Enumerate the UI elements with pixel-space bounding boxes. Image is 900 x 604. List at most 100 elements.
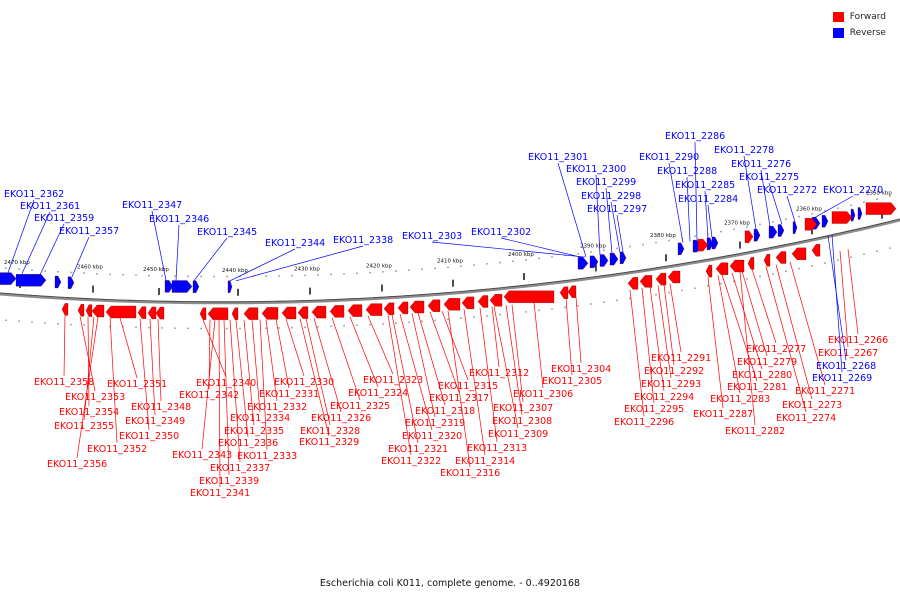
gene-arrow bbox=[281, 306, 297, 320]
gene-arrow bbox=[503, 290, 555, 303]
gene-label: EKO11_2324 bbox=[348, 388, 408, 399]
gene-label: EKO11_2316 bbox=[440, 468, 500, 479]
gene-leader-line bbox=[751, 269, 777, 344]
gene-leader-line bbox=[505, 305, 523, 416]
gene-arrow bbox=[599, 254, 609, 267]
gene-leader-line bbox=[285, 318, 305, 377]
gene-label: EKO11_2344 bbox=[265, 238, 325, 249]
gene-arrow bbox=[677, 242, 685, 255]
gene-arrow bbox=[627, 277, 639, 290]
gene-leader-line bbox=[595, 174, 601, 256]
gene-arrow bbox=[655, 272, 667, 286]
gene-arrow bbox=[706, 237, 714, 251]
genome-backbone bbox=[0, 218, 900, 305]
gene-leader-line bbox=[731, 272, 763, 370]
gene-leader-line bbox=[511, 304, 524, 403]
gene-leader-line bbox=[229, 248, 296, 282]
scale-tick-label: 2470 kbp bbox=[4, 260, 30, 266]
gene-arrow bbox=[639, 275, 653, 288]
gene-arrow bbox=[243, 307, 259, 320]
gene-label: EKO11_2355 bbox=[54, 421, 114, 432]
gene-label: EKO11_2320 bbox=[402, 431, 462, 442]
gene-label: EKO11_2301 bbox=[528, 152, 588, 163]
gene-leader-line bbox=[229, 319, 241, 463]
gene-leader-line bbox=[565, 298, 573, 376]
gene-leader-line bbox=[786, 195, 796, 222]
gene-arrow bbox=[261, 307, 279, 320]
gene-leader-line bbox=[39, 223, 65, 276]
gene-leader-line bbox=[641, 287, 655, 404]
gene-arrow bbox=[791, 247, 807, 260]
gene-arrow bbox=[297, 306, 309, 319]
gene-leader-line bbox=[149, 318, 156, 416]
scale-tick-label: 2400 kbp bbox=[508, 252, 534, 258]
gene-label: EKO11_2274 bbox=[776, 413, 836, 424]
gene-label: EKO11_2285 bbox=[675, 180, 735, 191]
gene-label: EKO11_2312 bbox=[469, 368, 529, 379]
gene-arrow bbox=[865, 202, 897, 215]
map-caption: Escherichia coli K011, complete genome. … bbox=[319, 578, 581, 589]
gene-label: EKO11_2354 bbox=[59, 407, 119, 418]
gene-label: EKO11_2281 bbox=[727, 382, 787, 393]
gene-label: EKO11_2306 bbox=[513, 389, 573, 400]
gene-leader-line bbox=[463, 309, 486, 456]
gene-arrow bbox=[811, 244, 821, 257]
gene-leader-line bbox=[7, 199, 35, 273]
scale-tick-label: 2440 kbp bbox=[222, 268, 248, 274]
gene-leader-line bbox=[151, 210, 167, 281]
gene-leader-line bbox=[616, 214, 624, 252]
gene-arrow bbox=[831, 211, 853, 224]
scale-tick-label: 2350 kbp bbox=[866, 191, 892, 197]
gene-label: EKO11_2287 bbox=[693, 409, 753, 420]
gene-label: EKO11_2337 bbox=[210, 463, 270, 474]
gene-leader-line bbox=[827, 235, 847, 361]
gene-arrow bbox=[744, 230, 754, 243]
gene-label: EKO11_2290 bbox=[639, 152, 699, 163]
gene-leader-line bbox=[704, 190, 709, 239]
gene-arrow bbox=[577, 257, 589, 270]
gene-leader-line bbox=[21, 211, 51, 274]
gene-leader-line bbox=[157, 319, 162, 402]
gene-arrow bbox=[105, 305, 137, 319]
legend: Forward Reverse bbox=[832, 9, 886, 41]
gene-label: EKO11_2350 bbox=[119, 431, 179, 442]
gene-leader-line bbox=[789, 261, 826, 386]
gene-label: EKO11_2267 bbox=[818, 348, 878, 359]
gene-label: EKO11_2348 bbox=[131, 402, 191, 413]
gene-arrow bbox=[192, 280, 200, 293]
gene-leader-line bbox=[649, 286, 665, 392]
gene-leader-line bbox=[814, 195, 854, 218]
gene-arrow bbox=[147, 306, 157, 320]
scale-tick-label: 2460 kbp bbox=[77, 265, 103, 271]
gene-leader-line bbox=[533, 302, 544, 389]
gene-label: EKO11_2336 bbox=[218, 438, 278, 449]
gene-label: EKO11_2326 bbox=[311, 413, 371, 424]
gene-arrow bbox=[559, 286, 569, 299]
gene-label: EKO11_2359 bbox=[34, 213, 94, 224]
gene-label: EKO11_2318 bbox=[415, 406, 475, 417]
gene-label: EKO11_2330 bbox=[274, 377, 334, 388]
gene-arrow bbox=[667, 270, 681, 284]
gene-leader-line bbox=[694, 141, 698, 241]
gene-label: EKO11_2269 bbox=[812, 373, 872, 384]
gene-leader-line bbox=[218, 319, 221, 488]
gene-leader-line bbox=[399, 313, 433, 431]
gene-arrow bbox=[91, 304, 105, 318]
gene-arrow bbox=[697, 238, 709, 252]
gene-arrow bbox=[857, 207, 863, 220]
gene-arrow bbox=[705, 264, 713, 278]
gene-label: EKO11_2339 bbox=[199, 476, 259, 487]
gene-label: EKO11_2296 bbox=[614, 417, 674, 428]
gene-leader-line bbox=[739, 271, 756, 426]
gene-label: EKO11_2309 bbox=[488, 429, 548, 440]
gene-label: EKO11_2353 bbox=[65, 392, 125, 403]
gene-label: EKO11_2270 bbox=[823, 185, 883, 196]
gene-label: EKO11_2272 bbox=[757, 185, 817, 196]
gene-label: EKO11_2338 bbox=[333, 235, 393, 246]
gene-label: EKO11_2282 bbox=[725, 426, 785, 437]
scale-tick-label: 2420 kbp bbox=[366, 264, 392, 270]
gene-arrow bbox=[155, 306, 165, 320]
gene-leader-line bbox=[686, 176, 691, 242]
gene-leader-line bbox=[109, 317, 118, 444]
gene-label: EKO11_2288 bbox=[657, 166, 717, 177]
